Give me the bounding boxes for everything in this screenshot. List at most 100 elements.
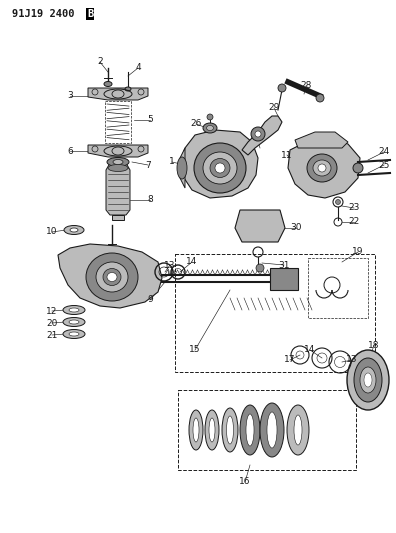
Ellipse shape (227, 416, 234, 444)
Ellipse shape (294, 415, 302, 445)
Text: 19: 19 (352, 247, 364, 256)
Circle shape (335, 199, 341, 205)
Text: 91J19 2400: 91J19 2400 (12, 9, 81, 19)
Ellipse shape (313, 160, 331, 176)
Ellipse shape (205, 410, 219, 450)
Text: 3: 3 (67, 92, 73, 101)
Ellipse shape (107, 272, 117, 281)
Ellipse shape (347, 350, 389, 410)
Text: 17: 17 (284, 356, 296, 365)
Text: 28: 28 (300, 82, 312, 91)
Ellipse shape (86, 253, 138, 301)
Ellipse shape (64, 225, 84, 235)
Ellipse shape (96, 262, 128, 292)
Bar (105, 101, 131, 143)
Ellipse shape (193, 418, 199, 442)
Ellipse shape (104, 82, 112, 86)
Ellipse shape (203, 152, 237, 184)
Ellipse shape (177, 157, 187, 179)
Polygon shape (242, 116, 282, 155)
Text: 27: 27 (250, 131, 262, 140)
Text: 22: 22 (348, 217, 360, 227)
Polygon shape (295, 132, 348, 148)
Ellipse shape (287, 405, 309, 455)
Polygon shape (288, 138, 360, 198)
Polygon shape (58, 244, 162, 308)
Ellipse shape (63, 318, 85, 327)
Text: 12: 12 (46, 306, 58, 316)
Circle shape (278, 84, 286, 92)
Bar (175, 254, 375, 372)
Text: 4: 4 (135, 63, 141, 72)
Ellipse shape (360, 367, 376, 393)
Ellipse shape (125, 87, 131, 91)
Text: 13: 13 (346, 356, 358, 365)
Text: 20: 20 (46, 319, 58, 327)
Ellipse shape (189, 410, 203, 450)
Polygon shape (180, 130, 258, 198)
Polygon shape (112, 215, 124, 220)
Ellipse shape (222, 408, 238, 452)
Ellipse shape (246, 414, 254, 446)
Polygon shape (88, 145, 148, 157)
Polygon shape (180, 148, 185, 188)
Text: 13: 13 (164, 261, 176, 270)
Ellipse shape (318, 164, 326, 172)
Ellipse shape (215, 163, 225, 173)
Text: 6: 6 (67, 147, 73, 156)
Circle shape (207, 114, 213, 120)
Circle shape (353, 163, 363, 173)
Text: 8: 8 (147, 196, 153, 205)
Circle shape (256, 264, 264, 272)
Ellipse shape (364, 373, 372, 387)
Text: 21: 21 (46, 330, 58, 340)
Text: 30: 30 (290, 223, 302, 232)
Text: 26: 26 (190, 119, 202, 128)
Bar (270, 268, 298, 290)
Circle shape (251, 127, 265, 141)
Text: 31: 31 (278, 261, 290, 270)
Ellipse shape (267, 412, 277, 448)
Ellipse shape (69, 332, 79, 336)
Circle shape (316, 94, 324, 102)
Ellipse shape (63, 329, 85, 338)
Text: 11: 11 (281, 150, 293, 159)
Text: 14: 14 (186, 257, 198, 266)
Text: 2: 2 (97, 58, 103, 67)
Text: 10: 10 (46, 228, 58, 237)
Ellipse shape (203, 123, 217, 133)
Ellipse shape (107, 157, 129, 166)
Ellipse shape (206, 125, 213, 131)
Text: 14: 14 (304, 345, 316, 354)
Ellipse shape (240, 405, 260, 455)
Ellipse shape (307, 154, 337, 182)
Polygon shape (235, 210, 285, 242)
Ellipse shape (103, 269, 121, 286)
Ellipse shape (209, 418, 215, 442)
Text: 23: 23 (348, 204, 360, 213)
Ellipse shape (108, 165, 128, 172)
Text: B: B (87, 9, 93, 19)
Ellipse shape (260, 403, 284, 457)
Ellipse shape (63, 305, 85, 314)
Circle shape (255, 131, 261, 137)
Text: 24: 24 (378, 148, 390, 157)
Ellipse shape (70, 228, 78, 232)
Text: 25: 25 (378, 160, 390, 169)
Text: 9: 9 (147, 295, 153, 304)
Bar (308, 258, 368, 318)
Text: 1: 1 (169, 157, 175, 166)
Text: 29: 29 (268, 103, 280, 112)
Text: 15: 15 (189, 345, 201, 354)
Ellipse shape (69, 308, 79, 312)
Text: 18: 18 (368, 341, 380, 350)
Ellipse shape (210, 158, 230, 177)
Text: 5: 5 (147, 116, 153, 125)
Ellipse shape (194, 143, 246, 193)
Ellipse shape (113, 159, 123, 165)
Ellipse shape (354, 358, 382, 402)
Ellipse shape (69, 320, 79, 324)
Bar (178, 390, 356, 470)
Text: 7: 7 (145, 160, 151, 169)
Text: 16: 16 (239, 478, 251, 487)
